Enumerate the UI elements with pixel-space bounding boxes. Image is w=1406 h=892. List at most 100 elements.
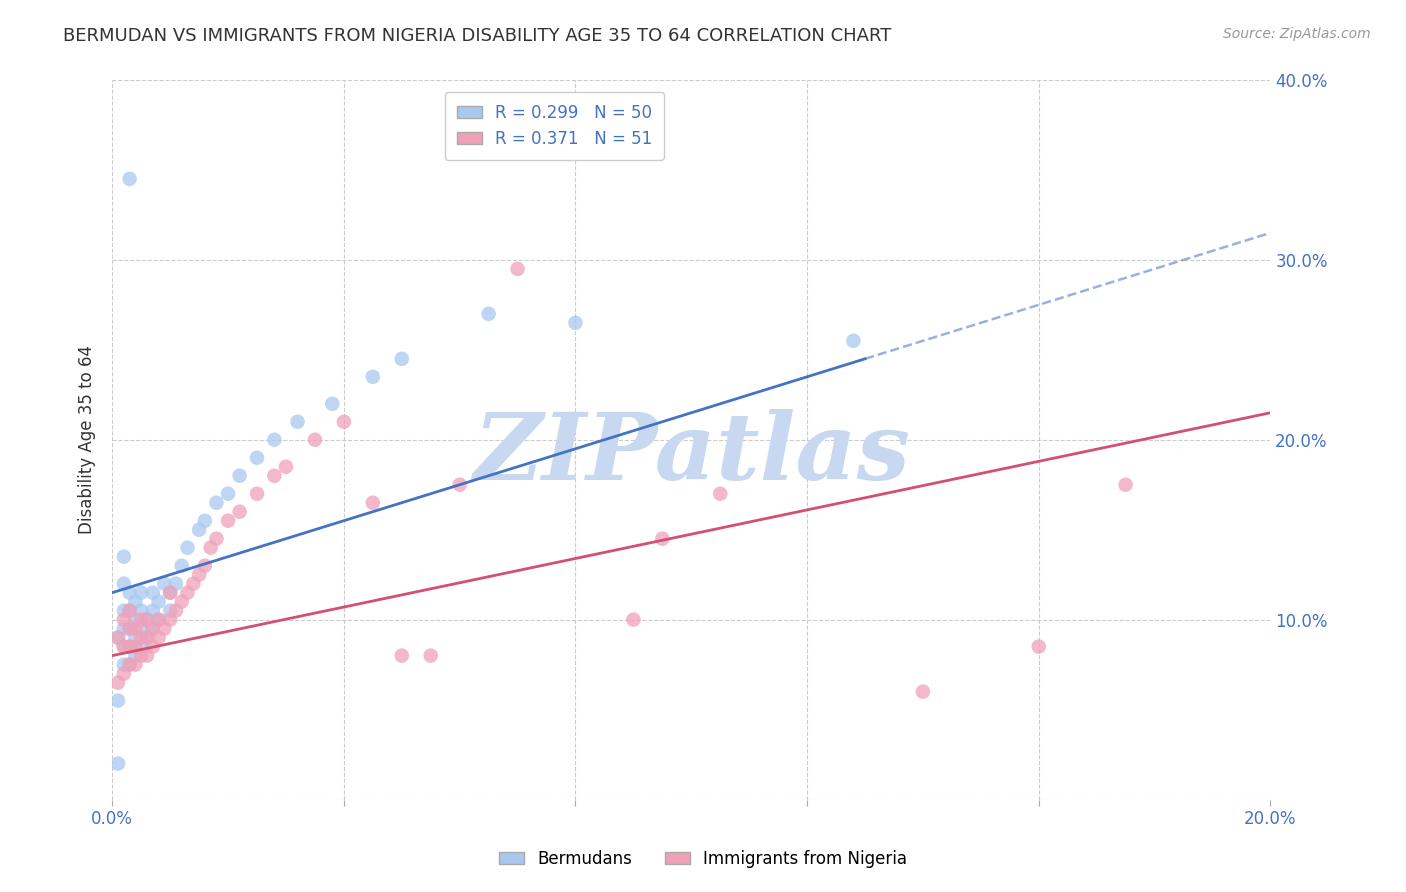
- Point: [564, 316, 586, 330]
- Point: [129, 585, 152, 599]
- Point: [112, 666, 135, 681]
- Point: [129, 640, 152, 654]
- Point: [194, 514, 217, 528]
- Point: [217, 486, 239, 500]
- Legend: Bermudans, Immigrants from Nigeria: Bermudans, Immigrants from Nigeria: [492, 844, 914, 875]
- Point: [112, 549, 135, 564]
- Point: [176, 541, 198, 555]
- Point: [118, 172, 141, 186]
- Point: [449, 477, 471, 491]
- Point: [107, 756, 129, 771]
- Point: [228, 468, 250, 483]
- Point: [129, 648, 152, 663]
- Point: [333, 415, 356, 429]
- Point: [136, 613, 159, 627]
- Text: BERMUDAN VS IMMIGRANTS FROM NIGERIA DISABILITY AGE 35 TO 64 CORRELATION CHART: BERMUDAN VS IMMIGRANTS FROM NIGERIA DISA…: [63, 27, 891, 45]
- Point: [361, 496, 384, 510]
- Point: [124, 648, 146, 663]
- Point: [136, 613, 159, 627]
- Point: [181, 576, 204, 591]
- Point: [159, 604, 181, 618]
- Point: [107, 693, 129, 707]
- Point: [124, 613, 146, 627]
- Point: [274, 459, 297, 474]
- Point: [842, 334, 865, 348]
- Point: [170, 558, 193, 573]
- Point: [107, 675, 129, 690]
- Point: [112, 604, 135, 618]
- Y-axis label: Disability Age 35 to 64: Disability Age 35 to 64: [79, 345, 96, 534]
- Point: [246, 486, 269, 500]
- Point: [651, 532, 673, 546]
- Point: [142, 604, 165, 618]
- Point: [118, 657, 141, 672]
- Point: [246, 450, 269, 465]
- Point: [124, 594, 146, 608]
- Point: [107, 631, 129, 645]
- Point: [159, 613, 181, 627]
- Point: [124, 622, 146, 636]
- Point: [911, 684, 934, 698]
- Point: [148, 631, 170, 645]
- Point: [118, 604, 141, 618]
- Point: [205, 496, 228, 510]
- Point: [188, 523, 211, 537]
- Point: [112, 622, 135, 636]
- Point: [287, 415, 309, 429]
- Point: [159, 585, 181, 599]
- Point: [124, 631, 146, 645]
- Point: [142, 640, 165, 654]
- Point: [118, 640, 141, 654]
- Text: ZIPatlas: ZIPatlas: [472, 409, 910, 500]
- Point: [419, 648, 441, 663]
- Point: [153, 576, 176, 591]
- Point: [194, 558, 217, 573]
- Point: [263, 433, 285, 447]
- Point: [170, 594, 193, 608]
- Point: [142, 622, 165, 636]
- Point: [148, 613, 170, 627]
- Point: [118, 657, 141, 672]
- Point: [112, 613, 135, 627]
- Point: [118, 604, 141, 618]
- Point: [217, 514, 239, 528]
- Point: [129, 604, 152, 618]
- Point: [136, 631, 159, 645]
- Point: [621, 613, 644, 627]
- Text: Source: ZipAtlas.com: Source: ZipAtlas.com: [1223, 27, 1371, 41]
- Point: [124, 640, 146, 654]
- Point: [159, 585, 181, 599]
- Point: [148, 613, 170, 627]
- Point: [228, 505, 250, 519]
- Point: [321, 397, 343, 411]
- Point: [1028, 640, 1050, 654]
- Point: [112, 576, 135, 591]
- Point: [107, 631, 129, 645]
- Point: [165, 604, 187, 618]
- Point: [200, 541, 222, 555]
- Point: [1115, 477, 1137, 491]
- Point: [506, 261, 529, 276]
- Point: [129, 622, 152, 636]
- Point: [142, 585, 165, 599]
- Point: [118, 585, 141, 599]
- Point: [118, 622, 141, 636]
- Point: [124, 657, 146, 672]
- Point: [112, 657, 135, 672]
- Point: [136, 648, 159, 663]
- Point: [142, 622, 165, 636]
- Point: [136, 631, 159, 645]
- Legend: R = 0.299   N = 50, R = 0.371   N = 51: R = 0.299 N = 50, R = 0.371 N = 51: [444, 92, 664, 160]
- Point: [176, 585, 198, 599]
- Point: [709, 486, 731, 500]
- Point: [129, 613, 152, 627]
- Point: [361, 369, 384, 384]
- Point: [112, 640, 135, 654]
- Point: [153, 622, 176, 636]
- Point: [205, 532, 228, 546]
- Point: [391, 351, 413, 366]
- Point: [304, 433, 326, 447]
- Point: [165, 576, 187, 591]
- Point: [391, 648, 413, 663]
- Point: [478, 307, 501, 321]
